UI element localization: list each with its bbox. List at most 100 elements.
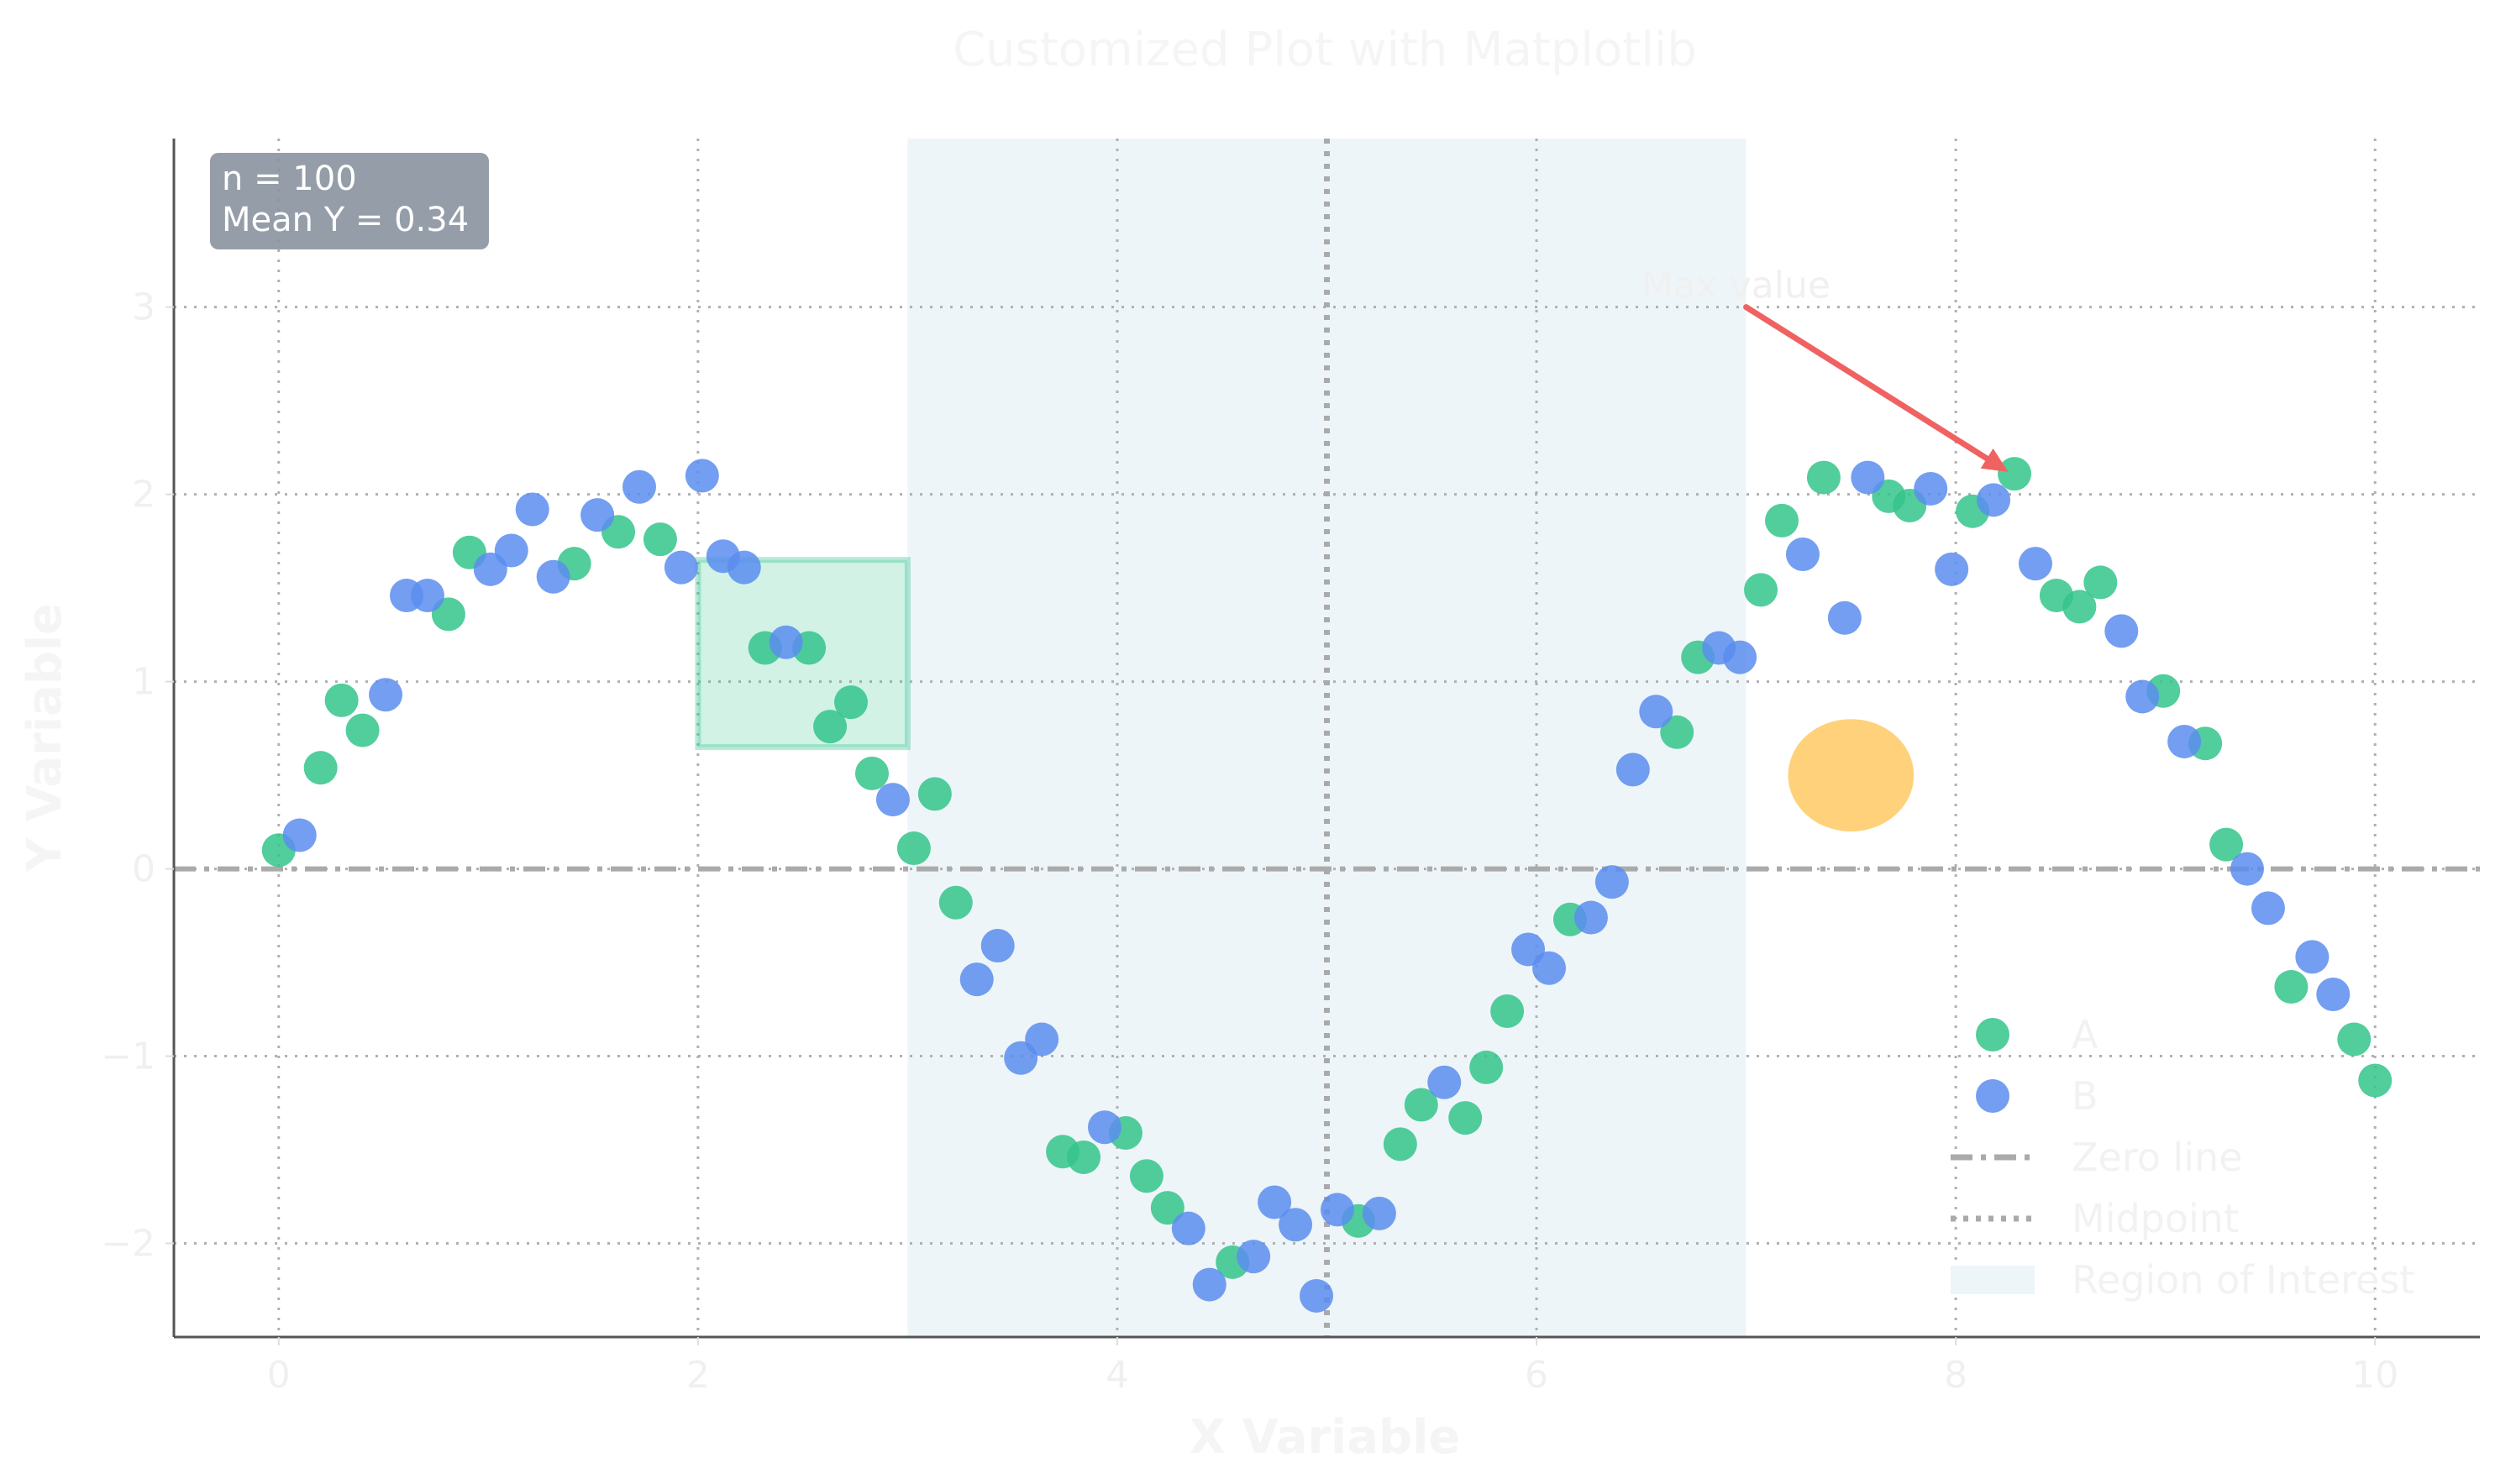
x-tick-label-0: 0: [267, 1354, 291, 1397]
point-b-16: [959, 962, 994, 997]
stats-box-background: [210, 153, 489, 249]
y-tick-label-4: 2: [132, 474, 155, 517]
point-a-21: [1150, 1191, 1184, 1225]
point-a-24: [1383, 1127, 1417, 1162]
y-tick-label-0: −2: [101, 1223, 155, 1266]
legend-label-4: Region of Interest: [2072, 1257, 2414, 1303]
legend: AB Zero line Midpoint Region of Interest: [1951, 1012, 2414, 1303]
point-b-25: [1279, 1208, 1313, 1242]
x-tick-label-5: 10: [2351, 1354, 2398, 1397]
y-tick-label-5: 3: [132, 286, 155, 329]
point-a-28: [1490, 994, 1525, 1029]
point-b-34: [1615, 752, 1650, 787]
point-b-39: [1827, 600, 1862, 635]
point-b-22: [1192, 1267, 1226, 1302]
legend-label-0: A: [2072, 1012, 2098, 1057]
point-a-32: [1744, 573, 1778, 607]
point-a-33: [1765, 503, 1799, 537]
annotation-layer: Max value: [1641, 265, 2009, 472]
point-b-44: [2018, 547, 2052, 581]
point-b-1: [369, 678, 403, 712]
point-a-45: [2274, 970, 2309, 1004]
highlight-ellipse: [1788, 719, 1915, 831]
legend-label-1: B: [2072, 1073, 2098, 1119]
legend-region-swatch: [1951, 1266, 2035, 1294]
x-axis-label: X Variable: [1190, 1410, 1461, 1465]
point-a-15: [917, 777, 952, 811]
point-b-17: [980, 928, 1015, 962]
point-a-20: [1129, 1159, 1163, 1193]
point-b-48: [2230, 852, 2265, 886]
y-tick-label-2: 0: [132, 848, 155, 891]
x-tick-label-4: 8: [1944, 1354, 1967, 1397]
point-a-46: [2337, 1022, 2372, 1057]
point-b-29: [1427, 1065, 1462, 1099]
annotation-arrowhead: [1980, 448, 2009, 472]
point-b-38: [1785, 537, 1820, 571]
point-a-12: [834, 685, 869, 720]
stats-mean: Mean Y = 0.34: [222, 201, 469, 239]
point-b-26: [1300, 1278, 1334, 1313]
points-layer: [261, 457, 2393, 1313]
x-tick-label-3: 6: [1525, 1354, 1548, 1397]
point-b-6: [515, 492, 549, 527]
point-b-45: [2104, 614, 2139, 648]
legend-marker-b: [1976, 1079, 2009, 1113]
point-a-30: [1660, 715, 1694, 749]
point-a-1: [303, 751, 338, 785]
point-b-37: [1723, 640, 1757, 674]
point-a-2: [324, 683, 359, 717]
annotation-arrow: [1743, 304, 1990, 462]
point-b-47: [2167, 724, 2202, 758]
point-b-35: [1639, 695, 1673, 729]
point-b-3: [410, 579, 444, 613]
point-b-15: [875, 783, 910, 817]
point-a-18: [1067, 1140, 1101, 1174]
point-b-41: [1914, 471, 1948, 506]
legend-label-3: Midpoint: [2072, 1196, 2239, 1241]
point-b-14: [769, 625, 803, 659]
point-b-7: [536, 559, 570, 594]
point-b-46: [2125, 679, 2160, 714]
shapes-layer: [695, 557, 1915, 831]
point-b-28: [1362, 1196, 1396, 1230]
point-b-5: [494, 533, 528, 568]
x-tick-label-2: 4: [1106, 1354, 1129, 1397]
legend-marker-a: [1976, 1018, 2009, 1051]
tick-labels-layer: 0 2 4 6 8 10 −2 −1 0 1 2 3: [101, 286, 2398, 1397]
point-b-51: [2316, 977, 2351, 1011]
point-a-26: [1448, 1101, 1483, 1135]
point-b-49: [2251, 891, 2285, 926]
point-b-24: [1258, 1185, 1292, 1219]
point-a-40: [2062, 590, 2097, 624]
point-b-13: [727, 550, 761, 585]
point-a-34: [1806, 460, 1841, 495]
point-b-33: [1594, 865, 1629, 899]
point-a-44: [2209, 827, 2244, 862]
point-a-16: [938, 885, 973, 920]
point-b-50: [2295, 940, 2330, 974]
point-b-23: [1237, 1240, 1271, 1274]
point-a-3: [345, 713, 380, 747]
point-b-11: [685, 459, 719, 493]
point-a-11: [813, 710, 848, 744]
point-a-47: [2358, 1063, 2393, 1098]
point-b-27: [1320, 1193, 1354, 1227]
point-b-20: [1087, 1110, 1121, 1145]
annotation-text: Max value: [1641, 265, 1831, 307]
point-a-41: [2083, 565, 2118, 600]
y-axis-label: Y Variable: [18, 603, 72, 873]
axes-layer: [172, 139, 2480, 1339]
point-a-38: [1998, 457, 2032, 491]
point-b-10: [664, 550, 698, 585]
point-a-25: [1404, 1088, 1438, 1122]
legend-label-2: Zero line: [2072, 1135, 2243, 1180]
point-b-8: [580, 498, 615, 532]
point-b-43: [1977, 483, 2011, 517]
point-b-0: [282, 818, 317, 852]
point-a-27: [1469, 1050, 1504, 1084]
point-b-21: [1171, 1211, 1205, 1245]
x-tick-label-1: 2: [686, 1354, 710, 1397]
